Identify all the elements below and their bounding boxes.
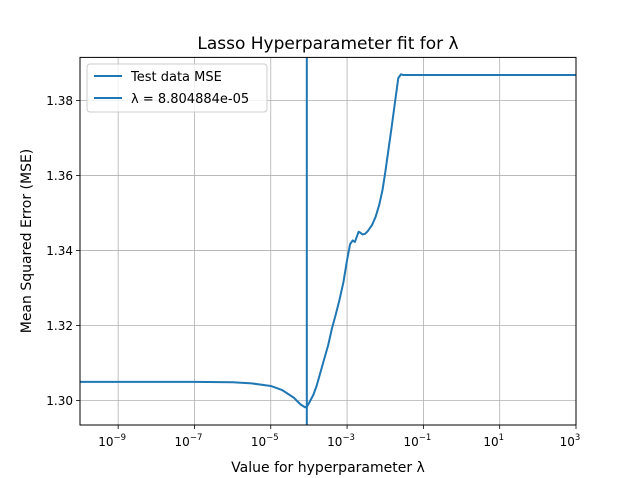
x-tick-label-exponent: −3 [342, 433, 355, 443]
x-tick-label-exponent: −1 [419, 433, 432, 443]
x-tick-label: 10−3 [327, 433, 355, 449]
grid-layer [80, 57, 577, 425]
x-tick-label-base: 10 [251, 435, 266, 449]
x-tick-label: 10−1 [403, 433, 431, 449]
x-axis-label: Value for hyperparameter λ [231, 460, 425, 476]
x-tick-label-exponent: −7 [190, 433, 203, 443]
legend-label-test-mse: Test data MSE [130, 70, 222, 85]
y-tick-label: 1.32 [46, 319, 73, 333]
x-tick-label: 10−7 [175, 433, 203, 449]
x-tick-label: 10−9 [98, 433, 126, 449]
x-ticks: 10−9 10−7 10−5 10−3 10−1 101 103 [98, 425, 580, 449]
plot-layer [80, 57, 576, 425]
y-tick-label: 1.36 [46, 169, 73, 183]
y-tick-label: 1.38 [46, 94, 73, 108]
x-tick-label-exponent: 1 [499, 433, 504, 443]
x-tick-label-base: 10 [483, 435, 498, 449]
x-tick-label-exponent: −5 [266, 433, 279, 443]
y-tick-label: 1.34 [46, 244, 73, 258]
x-tick-label-base: 10 [327, 435, 342, 449]
y-ticks: 1.30 1.32 1.34 1.36 1.38 [46, 94, 80, 408]
x-tick-label-base: 10 [560, 435, 575, 449]
x-tick-label-exponent: −9 [114, 433, 127, 443]
mse-series-line [80, 73, 576, 409]
x-tick-label-base: 10 [98, 435, 113, 449]
legend-box [86, 63, 268, 113]
chart-title: Lasso Hyperparameter fit for λ [197, 34, 458, 54]
x-tick-label: 103 [560, 433, 581, 449]
plot-frame [79, 56, 577, 426]
y-tick-label: 1.30 [46, 394, 73, 408]
legend-label-lambda: λ = 8.804884e-05 [131, 92, 249, 107]
x-tick-label-base: 10 [175, 435, 190, 449]
x-tick-label-exponent: 3 [575, 433, 580, 443]
legend: Test data MSE λ = 8.804884e-05 [86, 63, 268, 113]
x-tick-label-base: 10 [403, 435, 418, 449]
x-tick-label: 101 [483, 433, 504, 449]
y-axis-label: Mean Squared Error (MSE) [19, 149, 35, 334]
x-tick-label: 10−5 [251, 433, 279, 449]
